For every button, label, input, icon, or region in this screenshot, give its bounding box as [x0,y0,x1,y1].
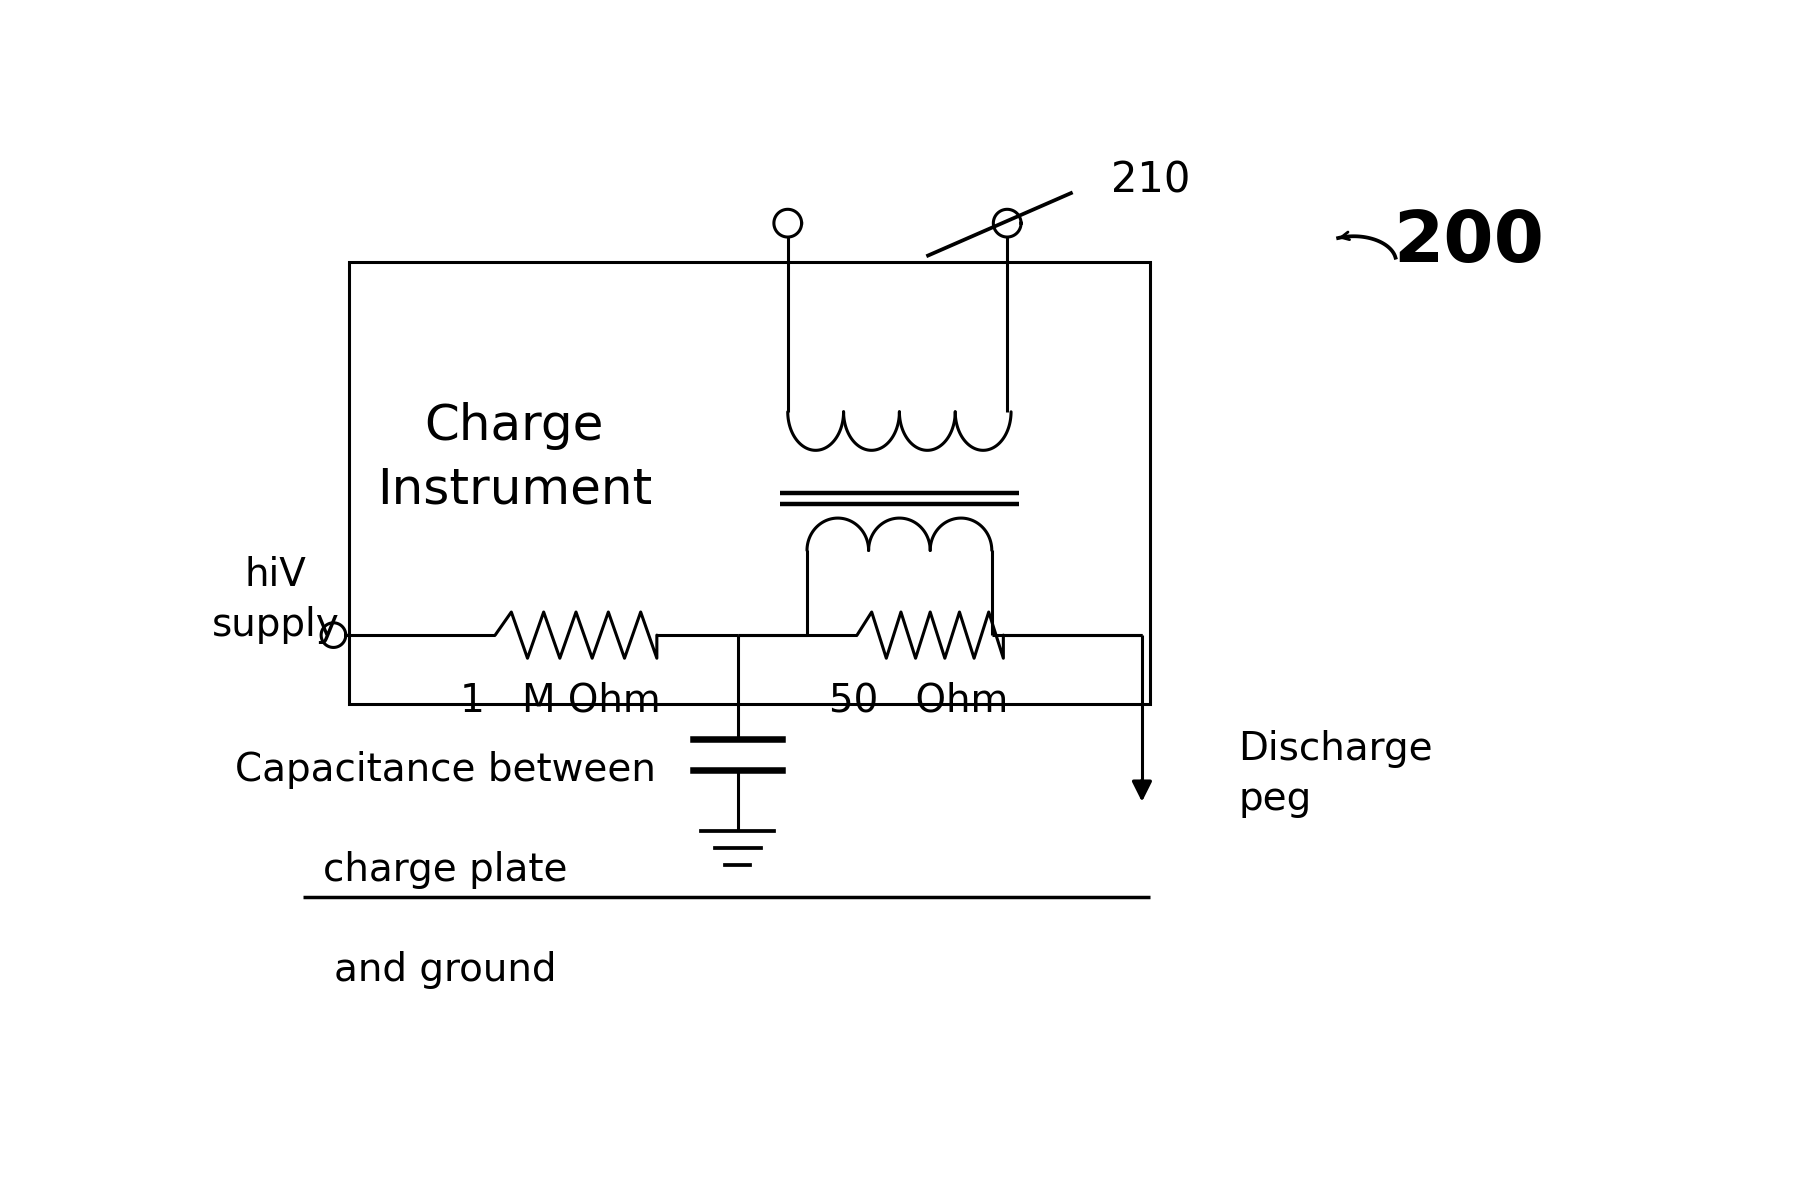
Text: Charge
Instrument: Charge Instrument [376,402,652,514]
Text: 210: 210 [1111,160,1190,202]
Text: Discharge
peg: Discharge peg [1238,729,1433,817]
Text: 200: 200 [1393,208,1544,276]
Text: 50   Ohm: 50 Ohm [830,681,1008,720]
Text: Capacitance between

charge plate

and ground: Capacitance between charge plate and gro… [234,751,655,989]
Text: hiV
supply: hiV supply [212,556,340,644]
Text: 1   M Ohm: 1 M Ohm [461,681,661,720]
Bar [349,262,1150,704]
